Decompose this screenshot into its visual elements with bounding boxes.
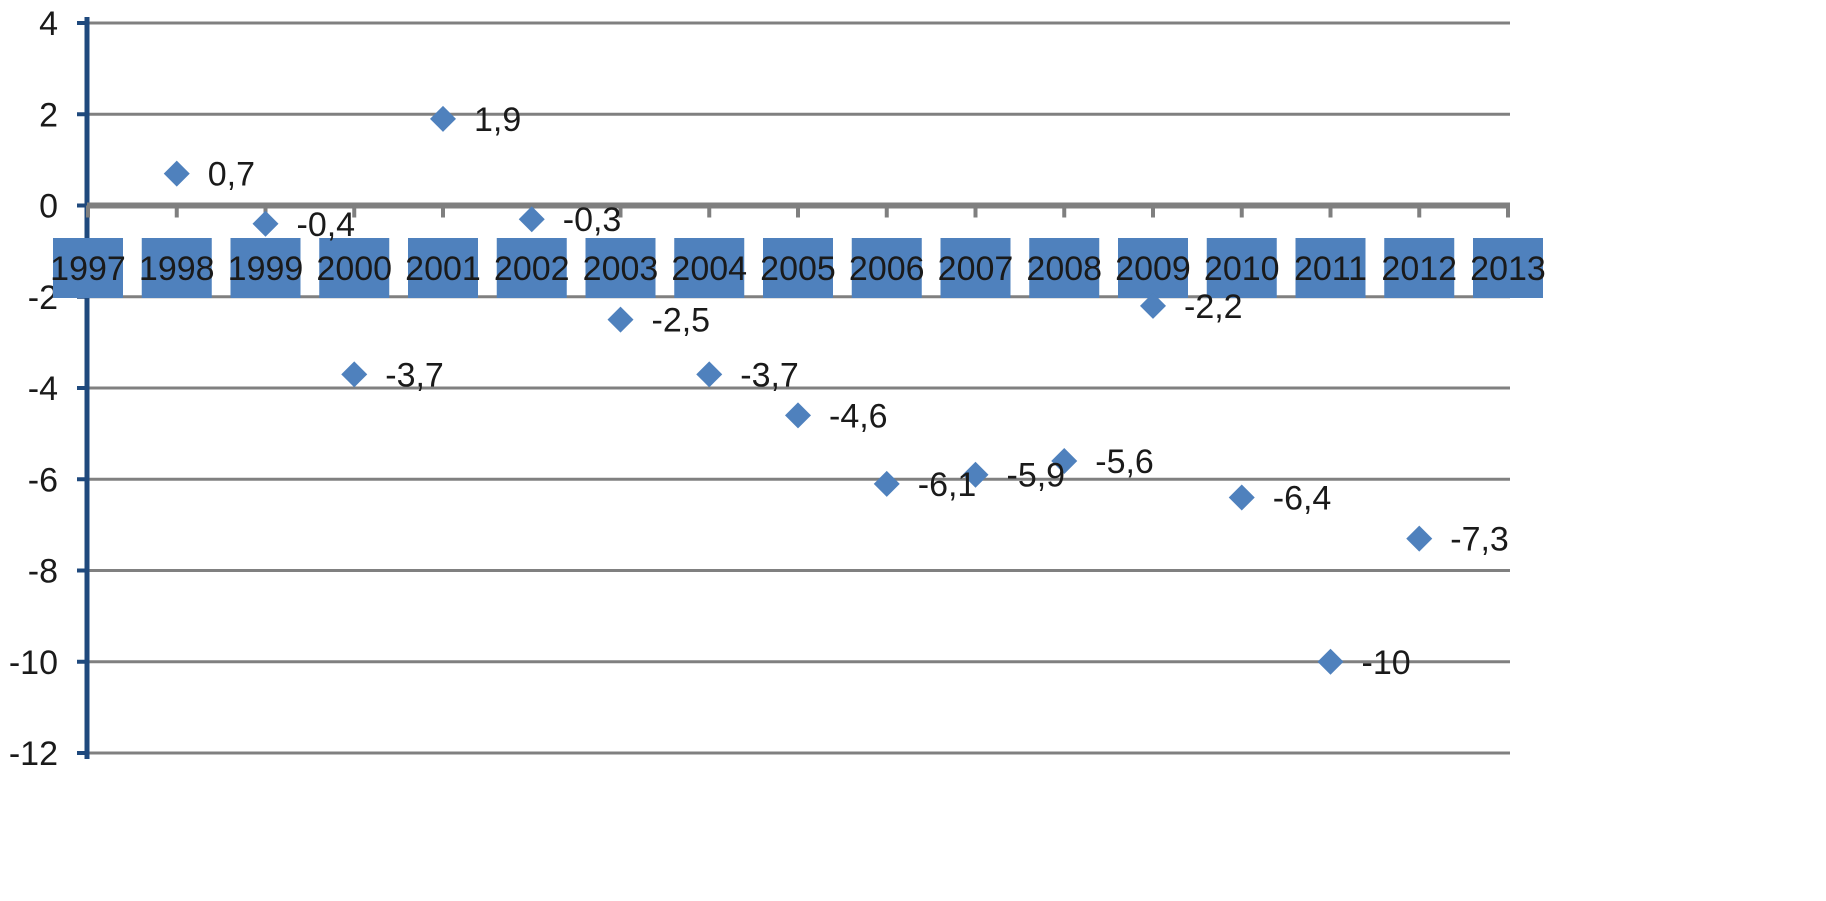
x-tick-label-2013: 2013 <box>1470 250 1546 288</box>
x-tick-label-2003: 2003 <box>583 250 659 288</box>
data-label-2003: -2,5 <box>652 302 711 340</box>
y-tick-label-8: -12 <box>9 735 58 773</box>
y-tick-label-4: -4 <box>28 370 58 408</box>
data-label-1998: 0,7 <box>208 156 255 194</box>
marker-layer <box>163 105 1433 675</box>
data-point-2005 <box>785 402 811 429</box>
data-label-2010: -6,4 <box>1273 480 1332 518</box>
x-tick-label-2009: 2009 <box>1115 250 1191 288</box>
x-category-box-2009 <box>1118 238 1188 298</box>
axis-layer: 4 2 0 -2 -4 -6 -8 -10 -12 <box>9 5 1510 773</box>
y-tick-label-2: 0 <box>39 188 58 226</box>
x-category-box-2000 <box>319 238 390 298</box>
y-tick-label-0: 4 <box>39 5 58 43</box>
x-tick-label-2002: 2002 <box>494 250 570 288</box>
x-category-box-2010 <box>1206 238 1277 298</box>
x-category-box-1997 <box>53 238 123 298</box>
x-category-layer: 1997 1998 1999 2000 2001 2002 2003 2004 2005 2006… <box>50 238 1546 298</box>
x-category-box-2007 <box>940 238 1011 298</box>
data-point-2002 <box>518 206 545 233</box>
y-tick-label-6: -8 <box>28 553 58 591</box>
x-category-box-1999 <box>230 238 301 298</box>
data-point-2011 <box>1317 648 1344 675</box>
x-tick-label-2006: 2006 <box>849 250 925 288</box>
data-label-2000: -3,7 <box>385 356 444 394</box>
data-point-2012 <box>1406 525 1433 552</box>
data-point-2003 <box>607 306 634 333</box>
data-label-2004: -3,7 <box>740 356 799 394</box>
x-tick-label-1998: 1998 <box>139 250 215 288</box>
data-label-2005: -4,6 <box>829 397 888 435</box>
x-category-box-2001 <box>408 238 478 298</box>
data-label-2001: 1,9 <box>474 101 521 139</box>
x-tick-label-2010: 2010 <box>1204 250 1280 288</box>
y-tick-label-1: 2 <box>39 96 58 134</box>
data-label-2002: -0,3 <box>563 201 622 239</box>
x-tick-label-2008: 2008 <box>1026 250 1102 288</box>
data-label-2012: -7,3 <box>1450 521 1509 559</box>
data-label-2011: -10 <box>1362 644 1411 682</box>
x-tick-label-1997: 1997 <box>50 250 126 288</box>
data-point-2004 <box>696 361 723 388</box>
data-label-layer: 0,7 -0,4 -3,7 1,9 -0,3 -2,5 -3,7 -4,6 -6,1 -5,9 -5… <box>208 101 1509 682</box>
x-category-box-2011 <box>1295 238 1366 298</box>
data-label-2007: -5,9 <box>1007 457 1066 495</box>
x-tick-label-2011: 2011 <box>1294 250 1367 288</box>
x-category-box-2005 <box>763 238 833 298</box>
x-category-box-2004 <box>674 238 745 298</box>
x-tick-label-2005: 2005 <box>760 250 836 288</box>
x-category-box-2013 <box>1473 238 1543 298</box>
y-tick-label-7: -10 <box>9 644 58 682</box>
x-tick-label-2007: 2007 <box>938 250 1014 288</box>
x-tick-label-2000: 2000 <box>316 250 392 288</box>
x-category-box-1998 <box>141 238 212 298</box>
x-category-box-2012 <box>1384 238 1455 298</box>
data-point-2010 <box>1228 484 1255 511</box>
x-category-box-2008 <box>1029 238 1100 298</box>
data-label-2009: -2,2 <box>1184 288 1243 326</box>
x-tick-label-2001: 2001 <box>405 250 481 288</box>
data-point-2008 <box>1051 448 1078 474</box>
data-point-2007 <box>962 461 989 488</box>
data-point-2009 <box>1140 292 1166 319</box>
x-tick-label-1999: 1999 <box>228 250 304 288</box>
x-tick-label-2004: 2004 <box>671 250 747 288</box>
data-label-2008: -5,6 <box>1095 443 1154 481</box>
x-category-box-2002 <box>496 238 567 298</box>
data-point-1998 <box>163 160 190 187</box>
data-label-1999: -0,4 <box>297 206 356 244</box>
y-tick-label-3: -2 <box>28 279 58 317</box>
x-category-box-2003 <box>585 238 656 298</box>
data-point-2000 <box>341 361 368 388</box>
data-point-2001 <box>430 105 456 132</box>
data-label-2006: -6,1 <box>918 466 977 504</box>
y-tick-label-5: -6 <box>28 461 58 499</box>
data-point-2006 <box>873 470 900 497</box>
data-point-1999 <box>252 210 279 237</box>
x-tick-label-2012: 2012 <box>1381 250 1457 288</box>
x-category-box-2006 <box>851 238 922 298</box>
